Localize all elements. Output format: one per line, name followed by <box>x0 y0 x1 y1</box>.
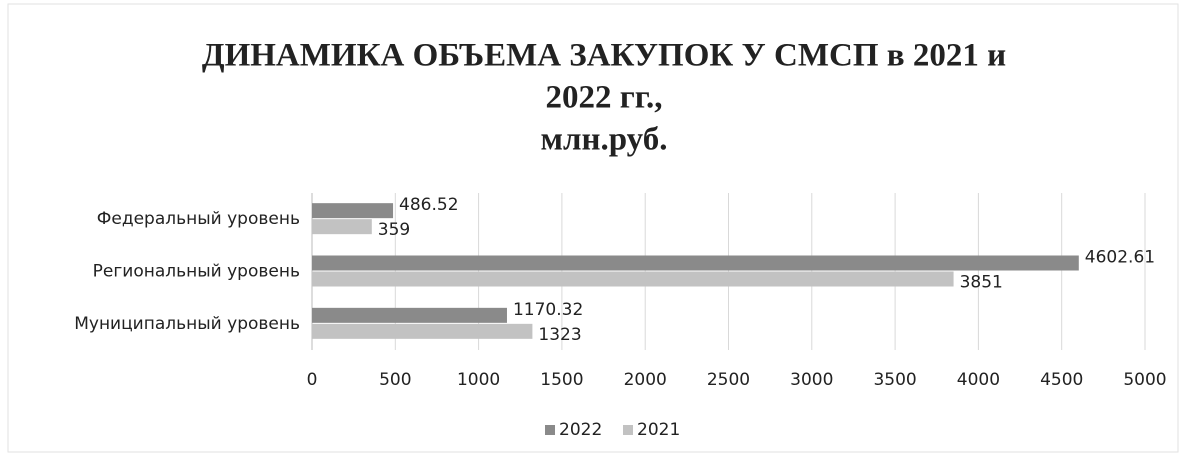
x-tick-label: 2000 <box>624 370 667 390</box>
legend-swatch <box>545 425 555 435</box>
bar <box>312 203 394 219</box>
legend-label: 2022 <box>559 420 602 440</box>
legend-label: 2021 <box>637 420 680 440</box>
x-tick-label: 2500 <box>707 370 750 390</box>
x-tick-label: 1500 <box>540 370 583 390</box>
x-tick-label: 500 <box>379 370 411 390</box>
legend-swatch <box>623 425 633 435</box>
x-tick-label: 5000 <box>1123 370 1166 390</box>
y-tick-label: Федеральный уровень <box>97 209 300 229</box>
data-label: 4602.61 <box>1085 248 1155 268</box>
x-tick-label: 0 <box>307 370 318 390</box>
bar <box>312 255 1079 271</box>
bar <box>312 219 372 235</box>
bar <box>312 271 954 287</box>
data-label: 359 <box>378 220 410 240</box>
x-tick-label: 3500 <box>873 370 916 390</box>
chart-title: млн.руб. <box>541 122 668 158</box>
chart-title: 2022 гг., <box>546 80 663 116</box>
x-tick-label: 1000 <box>457 370 500 390</box>
data-label: 1323 <box>538 325 581 345</box>
bar <box>312 307 507 323</box>
x-tick-label: 4500 <box>1040 370 1083 390</box>
chart-title: ДИНАМИКА ОБЪЕМА ЗАКУПОК У СМСП в 2021 и <box>202 38 1006 74</box>
data-label: 486.52 <box>399 195 458 215</box>
chart-frame <box>7 3 1179 453</box>
bar <box>312 323 533 339</box>
data-label: 1170.32 <box>513 300 583 320</box>
data-label: 3851 <box>960 273 1003 293</box>
y-tick-label: Муниципальный уровень <box>74 314 300 334</box>
x-tick-label: 3000 <box>790 370 833 390</box>
x-tick-label: 4000 <box>957 370 1000 390</box>
y-tick-label: Региональный уровень <box>93 262 300 282</box>
